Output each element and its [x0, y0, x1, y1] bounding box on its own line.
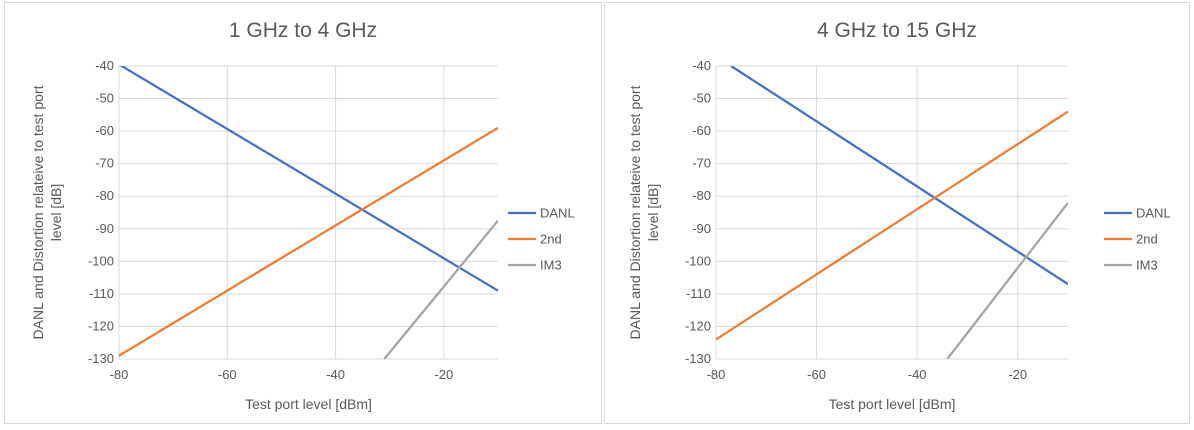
y-tick-label: -40	[95, 58, 114, 73]
y-tick-label: -120	[685, 318, 711, 333]
legend-label-danl: DANL	[1136, 206, 1171, 221]
x-tick-label: -80	[707, 367, 726, 382]
chart-title: 1 GHz to 4 GHz	[228, 19, 378, 42]
y-axis-label: DANL and Distortion relateive to test po…	[30, 85, 46, 339]
y-tick-label: -80	[692, 188, 711, 203]
y-tick-label: -110	[89, 286, 114, 301]
legend-label-im3: IM3	[1136, 258, 1158, 273]
series-line-2nd	[119, 126, 498, 357]
y-axis-label-line-2: level [dB]	[48, 184, 64, 242]
y-tick-label: -80	[95, 188, 114, 203]
series-line-2nd	[716, 110, 1068, 341]
chart-panel-2: 4 GHz to 15 GHz -40 -50 -60 -70 -80 -90 -100 -1…	[604, 2, 1190, 424]
y-tick-label: -100	[88, 253, 114, 268]
y-axis-label: DANL and Distortion relateive to test po…	[627, 85, 643, 339]
x-tick-label: -40	[908, 367, 927, 382]
y-tick-label: -50	[95, 91, 114, 106]
legend-label-2nd: 2nd	[1136, 232, 1158, 247]
line-chart: -40-50-60-70-80-90-100-110-120-130-80 -60…	[30, 58, 575, 412]
y-tick-label: -130	[88, 351, 114, 366]
legend-label-danl: DANL	[540, 206, 575, 221]
series-line-im3	[946, 202, 1068, 359]
y-tick-label: -70	[692, 156, 711, 171]
y-tick-label: -50	[692, 91, 711, 106]
y-tick-label: -130	[685, 351, 711, 366]
y-tick-label: -90	[692, 221, 711, 236]
chart-panel-1: 1 GHz to 4 GHz -40 -50 -60 -70 -80 -90 -100 -11…	[4, 2, 602, 424]
y-tick-label: -60	[95, 123, 114, 138]
series-line-danl	[119, 66, 498, 292]
x-tick-label: -80	[110, 367, 129, 382]
y-tick-label: -60	[692, 123, 711, 138]
x-axis-label: Test port level [dBm]	[829, 396, 956, 412]
chart-title: 4 GHz to 15 GHz	[817, 19, 977, 42]
line-chart: -40-50-60-70-80-90-100-110-120-130-80 -60…	[627, 58, 1171, 412]
x-tick-label: -20	[434, 367, 453, 382]
x-tick-label: -40	[326, 367, 345, 382]
y-tick-label: -40	[692, 58, 711, 73]
y-tick-label: -70	[95, 156, 114, 171]
series-line-danl	[730, 66, 1068, 286]
y-axis-label-line-2: level [dB]	[645, 184, 661, 242]
x-tick-label: -60	[218, 367, 237, 382]
x-axis-label: Test port level [dBm]	[245, 396, 372, 412]
y-tick-label: -100	[685, 253, 711, 268]
series-line-im3	[383, 219, 498, 359]
y-tick-label: -120	[88, 318, 114, 333]
y-tick-label: -110	[686, 286, 711, 301]
legend-label-2nd: 2nd	[540, 232, 562, 247]
y-tick-label: -90	[95, 221, 114, 236]
legend-label-im3: IM3	[540, 258, 562, 273]
x-tick-label: -60	[807, 367, 826, 382]
x-tick-label: -20	[1008, 367, 1027, 382]
